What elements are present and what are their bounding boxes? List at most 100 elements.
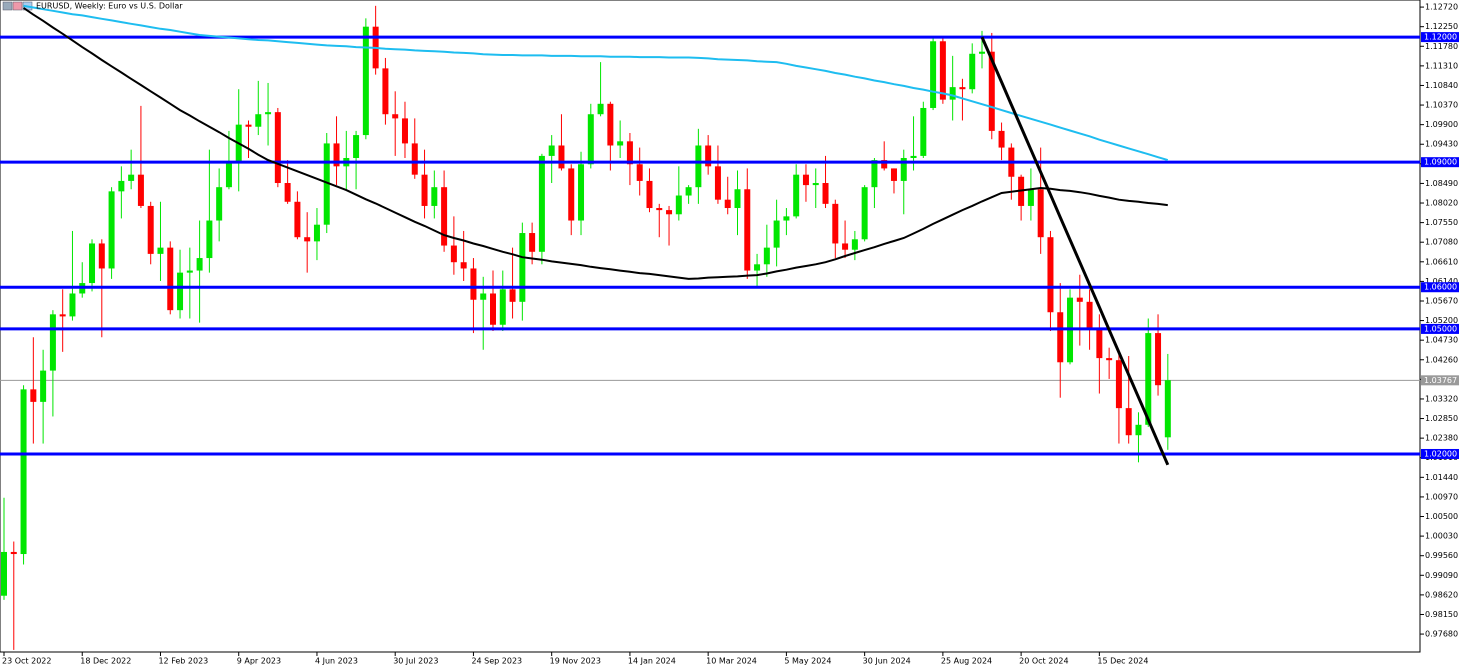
candle-body xyxy=(362,26,369,136)
candle-body xyxy=(538,155,545,252)
candle-body xyxy=(470,268,477,300)
y-tick-label: 1.02380 xyxy=(1425,434,1458,443)
chart-title: EURUSD, Weekly: Euro vs U.S. Dollar xyxy=(36,2,183,11)
y-tick-label: 1.09900 xyxy=(1425,120,1458,129)
y-tick-label: 1.07550 xyxy=(1425,218,1458,227)
candle-body xyxy=(578,164,585,221)
candle-body xyxy=(949,87,956,100)
y-tick-label: 1.00970 xyxy=(1425,492,1458,501)
level-label: 1.05000 xyxy=(1424,324,1457,333)
level-label: 1.03767 xyxy=(1424,376,1457,385)
y-tick-label: 1.06140 xyxy=(1425,277,1458,286)
candle-body xyxy=(490,293,496,325)
candle-body xyxy=(812,183,819,186)
candle-body xyxy=(519,233,526,302)
x-tick-label: 14 Jan 2024 xyxy=(628,657,676,666)
candle-body xyxy=(714,166,721,200)
candle-body xyxy=(20,389,27,555)
candle-body xyxy=(842,243,849,250)
candle-body xyxy=(59,314,66,317)
y-tick-label: 1.12250 xyxy=(1425,22,1458,31)
candle-body xyxy=(98,243,105,269)
x-tick-label: 30 Jul 2023 xyxy=(393,657,438,666)
plot-area xyxy=(0,4,1420,650)
candle-body xyxy=(450,245,457,263)
candle-body xyxy=(128,174,135,181)
candle-body xyxy=(245,124,252,127)
candle-body xyxy=(284,183,291,202)
candle-body xyxy=(568,168,575,221)
candle-body xyxy=(822,183,829,204)
level-label: 1.09000 xyxy=(1424,158,1457,167)
candle-body xyxy=(881,160,888,169)
candle-body xyxy=(137,174,144,206)
candle-body xyxy=(793,174,800,217)
candle-body xyxy=(910,155,917,158)
candle-body xyxy=(675,195,682,215)
y-tick-label: 1.05670 xyxy=(1425,296,1458,305)
candle-body xyxy=(1115,360,1122,409)
candle-body xyxy=(724,199,731,209)
level-label-box xyxy=(1421,32,1459,43)
x-tick-label: 24 Sep 2023 xyxy=(471,657,522,666)
candle-body xyxy=(529,233,536,252)
level-label-box xyxy=(1421,282,1459,293)
candle-body xyxy=(900,157,907,181)
x-tick-label: 23 Oct 2022 xyxy=(2,657,51,666)
candle-body xyxy=(421,174,428,206)
y-tick-label: 0.99090 xyxy=(1425,571,1458,580)
candle-body xyxy=(157,247,164,254)
candle-body xyxy=(392,114,399,119)
y-tick-label: 1.03320 xyxy=(1425,394,1458,403)
y-tick-label: 1.09430 xyxy=(1425,140,1458,149)
x-tick-label: 30 Jun 2024 xyxy=(863,657,911,666)
candle-body xyxy=(1145,333,1152,425)
candle-body xyxy=(30,389,37,402)
candle-body xyxy=(1086,301,1093,329)
x-tick-label: 25 Aug 2024 xyxy=(941,657,992,666)
candle-body xyxy=(323,143,330,225)
x-tick-label: 4 Jun 2023 xyxy=(315,657,358,666)
candle-body xyxy=(1076,297,1083,302)
y-tick-label: 0.98150 xyxy=(1425,610,1458,619)
candle-body xyxy=(441,187,448,246)
candle-body xyxy=(294,201,301,238)
candle-body xyxy=(431,187,438,206)
level-label: 1.12000 xyxy=(1424,33,1457,42)
candle-body xyxy=(480,293,487,300)
level-label: 1.02000 xyxy=(1424,449,1457,458)
candle-body xyxy=(646,180,653,209)
candle-body xyxy=(167,247,174,311)
indicator-line xyxy=(23,7,1168,280)
y-tick-label: 1.06610 xyxy=(1425,257,1458,266)
candle-body xyxy=(108,191,115,269)
candle-body xyxy=(558,145,565,169)
candle-body xyxy=(832,203,839,244)
candle-body xyxy=(10,551,17,555)
y-tick-label: 1.08490 xyxy=(1425,179,1458,188)
y-tick-label: 1.11780 xyxy=(1425,42,1458,51)
candle-body xyxy=(783,216,790,221)
level-label: 1.06000 xyxy=(1424,283,1457,292)
candle-body xyxy=(1155,333,1162,386)
level-label-box xyxy=(1421,375,1459,386)
x-tick-label: 9 Apr 2023 xyxy=(237,657,281,666)
level-label-box xyxy=(1421,323,1459,334)
candle-body xyxy=(1164,380,1171,438)
candle-body xyxy=(1037,189,1044,238)
candle-body xyxy=(382,68,389,115)
y-tick-label: 1.12720 xyxy=(1425,3,1458,12)
candle-body xyxy=(216,187,223,221)
candle-body xyxy=(1057,312,1064,363)
y-tick-label: 0.98620 xyxy=(1425,590,1458,599)
candle-body xyxy=(998,130,1005,148)
candle-body xyxy=(1,551,7,596)
y-tick-label: 1.00030 xyxy=(1425,532,1458,541)
y-tick-label: 1.08020 xyxy=(1425,199,1458,208)
y-tick-label: 1.10370 xyxy=(1425,101,1458,110)
y-tick-label: 1.00500 xyxy=(1425,512,1458,521)
candle-body xyxy=(69,293,76,317)
candle-body xyxy=(802,174,809,186)
candle-body xyxy=(734,189,741,209)
candle-body xyxy=(499,289,506,325)
